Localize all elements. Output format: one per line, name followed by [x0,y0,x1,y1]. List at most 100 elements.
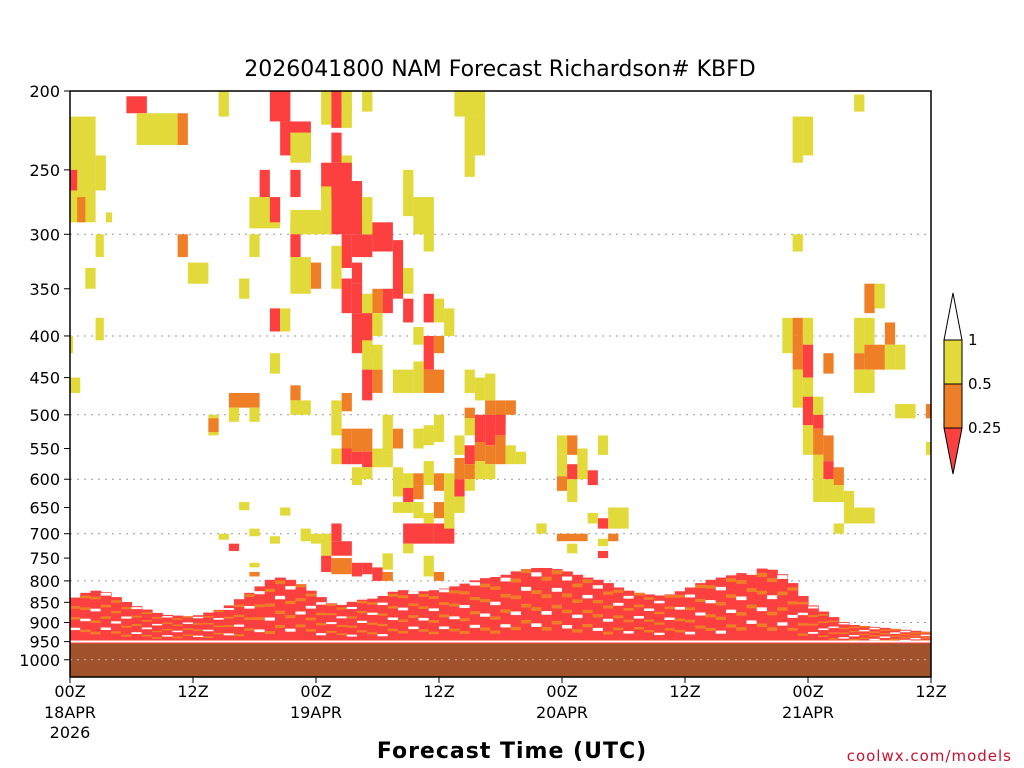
pbl-stripe [408,615,419,618]
chart-title: 2026041800 NAM Forecast Richardson# KBFD [244,57,755,82]
ri-cell-red [290,169,301,198]
ri-cell-red [321,555,332,572]
x-tick-label-date: 21APR [782,703,834,722]
pbl-stripe [869,635,880,637]
ri-cell-yellow [567,479,578,503]
pbl-stripe [193,623,204,625]
ri-cell-orange [208,418,219,433]
pbl-stripe [551,570,562,575]
legend-label: 0.5 [968,375,992,393]
pbl-stripe [377,613,388,616]
pbl-stripe [828,638,839,640]
pbl-stripe [613,627,624,631]
y-tick-label: 800 [29,572,60,591]
ri-cell-yellow [874,283,885,309]
pbl-stripe [674,594,685,598]
ri-cell-yellow [85,267,96,289]
pbl-stripe [254,604,265,608]
ri-cell-yellow [556,454,568,477]
pbl-stripe [131,624,142,626]
ri-cell-red [351,234,373,258]
pbl-stripe [531,590,542,595]
credit-text[interactable]: coolwx.com/models [847,747,1012,765]
pbl-stripe [715,586,726,591]
color-legend: 1 0.5 0.25 [943,292,1001,475]
ri-cell-yellow [228,407,240,422]
pbl-stripe [377,634,388,637]
pbl-red-column [203,612,215,644]
pbl-red-column [316,597,327,644]
pbl-stripe [664,606,675,610]
pbl-stripe [644,608,655,611]
pbl-stripe [131,632,142,634]
pbl-stripe [633,592,644,596]
pbl-stripe [715,616,726,620]
pbl-stripe [223,608,234,611]
ri-cell-yellow [802,116,814,156]
ri-cell-orange [290,385,301,401]
pbl-stripe [172,636,183,639]
pbl-stripe [439,602,450,605]
pbl-red-column [490,577,502,644]
ri-cell-yellow [444,512,455,529]
ri-cell-yellow [362,340,373,370]
ri-cell-yellow [218,91,229,117]
pbl-stripe [162,635,173,637]
pbl-stripe [336,616,347,619]
ri-cell-orange [341,392,352,412]
ri-cell-red [341,448,352,465]
pbl-stripe [521,569,532,574]
ri-cell-yellow [239,502,250,511]
pbl-stripe [264,617,275,621]
pbl-stripe [746,620,757,624]
pbl-stripe [398,595,409,599]
ri-cell-red [331,91,342,128]
ri-cell-yellow [362,216,373,235]
ri-cell-red [423,335,434,370]
pbl-stripe [562,625,573,629]
pbl-red-column [510,571,522,644]
x-tick-label-year: 2026 [50,723,91,742]
ri-cell-yellow [423,555,434,577]
ri-cell-yellow [802,425,814,455]
pbl-stripe [80,629,91,633]
ri-cell-orange [925,404,931,419]
ri-cell-yellow [597,435,609,455]
ri-cell-yellow [382,454,393,468]
pbl-red-column [418,591,430,644]
pbl-stripe [572,583,583,588]
y-tick-label: 450 [29,369,60,388]
pbl-stripe [582,579,593,584]
ri-cell-orange [464,464,475,480]
pbl-stripe [705,600,716,604]
ri-cell-orange [864,283,875,314]
pbl-stripe [541,611,552,615]
pbl-stripe [900,630,911,633]
pbl-red-column [592,579,604,644]
pbl-stripe [121,634,132,637]
ri-cell-orange [228,392,260,408]
ri-cell-orange [464,407,475,419]
ri-cell-yellow [854,317,865,354]
pbl-stripe [592,627,603,631]
pbl-stripe [818,635,829,637]
ri-cell-red [423,293,434,323]
pbl-red-column [459,583,471,644]
ri-cell-yellow [854,507,875,524]
ri-cell-yellow [310,533,322,544]
pbl-stripe [551,604,562,609]
pbl-stripe [603,605,614,609]
pbl-stripe [182,634,193,636]
pbl-red-column [449,586,461,644]
pbl-stripe [490,616,501,620]
pbl-stripe [285,615,296,619]
ri-cell-yellow [792,369,803,408]
pbl-stripe [459,591,470,595]
ri-cell-orange [177,113,188,145]
x-axis-label: Forecast Time (UTC) [377,739,647,764]
pbl-red-column [254,586,266,644]
pbl-stripe [674,629,685,633]
x-tick-label-date: 20APR [536,703,588,722]
pbl-stripe [367,632,378,635]
ri-cell-red [331,180,363,235]
